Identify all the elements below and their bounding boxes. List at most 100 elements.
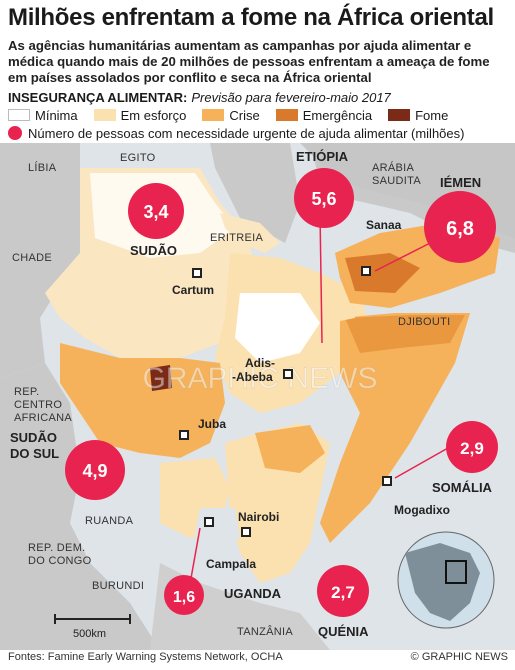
- legend-levels: Mínima Em esforço Crise Emergência Fome: [8, 106, 513, 124]
- need-value-uganda: 1,6: [173, 589, 195, 606]
- legend-label-crise: Crise: [229, 107, 260, 123]
- need-value-sudao: 3,4: [143, 202, 168, 222]
- swatch-fome: [388, 109, 411, 121]
- label-ruanda: RUANDA: [85, 515, 134, 527]
- globe-land: [405, 543, 480, 621]
- watermark: GRAPHIC NEWS: [142, 362, 377, 395]
- region-south-sudan: [60, 343, 225, 458]
- legend-label-minima: Mínima: [35, 107, 78, 123]
- city-marker-sanaa: [361, 266, 371, 276]
- legend-heading: INSEGURANÇA ALIMENTAR:: [8, 89, 188, 105]
- need-value-sudao-do-sul: 4,9: [82, 461, 107, 481]
- scale-bar: 500km: [54, 614, 131, 640]
- label-saudita: SAUDITA: [372, 175, 421, 187]
- swatch-minima: [8, 109, 30, 121]
- region-djibouti: [335, 303, 355, 321]
- label-rca-3: AFRICANA: [14, 412, 72, 424]
- city-sanaa: Sanaa: [366, 218, 402, 232]
- need-bubble-quenia: [317, 565, 369, 617]
- footer-sources: Fontes: Famine Early Warning Systems Net…: [8, 651, 283, 663]
- label-burundi: BURUNDI: [92, 580, 144, 592]
- need-bubble-uganda: [164, 575, 204, 615]
- subtitle: As agências humanitárias aumentam as cam…: [8, 38, 490, 85]
- country-sudao-do-sul-1: SUDÃO: [10, 430, 57, 445]
- need-bubble-somalia: [446, 421, 498, 473]
- page-title: Milhões enfrentam a fome na África orien…: [8, 4, 494, 31]
- famine-area: [150, 365, 172, 391]
- label-tanzania: TANZÂNIA: [237, 625, 293, 638]
- legend-item-crise: Crise: [202, 107, 260, 123]
- country-uganda: UGANDA: [224, 586, 282, 601]
- city-adis-2: -Abeba: [232, 370, 273, 384]
- city-marker-nairobi: [241, 527, 251, 537]
- legend-need: Número de pessoas com necessidade urgent…: [8, 124, 513, 142]
- city-marker-mogadixo: [382, 476, 392, 486]
- label-arabia: ARÁBIA: [372, 161, 415, 174]
- footer: Fontes: Famine Early Warning Systems Net…: [8, 651, 508, 663]
- region-eritrea: [220, 213, 280, 253]
- legend-label-emergencia: Emergência: [302, 107, 373, 123]
- city-campala: Campala: [206, 557, 256, 571]
- legend-header: INSEGURANÇA ALIMENTAR: Previsão para fev…: [8, 88, 513, 106]
- legend-item-minima: Mínima: [8, 108, 78, 123]
- city-juba: Juba: [198, 417, 226, 431]
- city-marker-juba: [179, 430, 189, 440]
- need-value-quenia: 2,7: [331, 583, 355, 602]
- label-rdc-1: REP. DEM.: [28, 542, 86, 554]
- region-somaliland: [345, 315, 465, 353]
- legend-item-fome: Fome: [388, 108, 448, 123]
- city-adis-1: Adis-: [245, 356, 275, 370]
- need-dot-icon: [8, 126, 22, 140]
- need-value-iemen: 6,8: [446, 218, 474, 240]
- need-bubble-etiopia: [294, 168, 354, 228]
- legend: INSEGURANÇA ALIMENTAR: Previsão para fev…: [8, 88, 513, 142]
- country-somalia: SOMÁLIA: [432, 480, 493, 495]
- footer-credit: © GRAPHIC NEWS: [410, 651, 508, 663]
- legend-label-fome: Fome: [415, 107, 449, 123]
- land-west: [0, 143, 80, 378]
- region-somalia: [320, 313, 470, 543]
- city-marker-cartum: [192, 268, 202, 278]
- map: GRAPHIC NEWS LÍBIA EGITO CHADE ARÁBIA SA…: [0, 143, 515, 650]
- country-sudao: SUDÃO: [130, 243, 177, 258]
- label-djibouti: DJIBOUTI: [398, 316, 451, 328]
- label-egito: EGITO: [120, 152, 156, 164]
- label-rca-2: CENTRO: [14, 399, 62, 411]
- pointer-etiopia: [319, 212, 323, 344]
- globe-focus-box: [445, 560, 467, 584]
- legend-item-emergencia: Emergência: [275, 107, 373, 123]
- swatch-crise: [202, 109, 225, 121]
- label-chade: CHADE: [12, 252, 52, 264]
- region-ethiopia-highland: [235, 293, 320, 363]
- swatch-emergencia: [275, 109, 298, 121]
- need-bubble-iemen: [424, 191, 496, 263]
- country-iemen: IÉMEN: [440, 175, 481, 190]
- country-quenia: QUÉNIA: [318, 624, 369, 639]
- label-rdc-2: DO CONGO: [28, 555, 92, 567]
- locator-globe: [397, 531, 495, 629]
- need-value-somalia: 2,9: [460, 439, 484, 458]
- region-yemen-emergency: [345, 253, 420, 293]
- need-value-etiopia: 5,6: [311, 189, 336, 209]
- legend-label-esforco: Em esforço: [120, 107, 187, 123]
- city-marker-adis: [283, 369, 293, 379]
- city-nairobi: Nairobi: [238, 510, 279, 524]
- legend-forecast: Previsão para fevereiro-maio 2017: [191, 89, 391, 105]
- label-eritreia: ERITREIA: [210, 232, 263, 244]
- label-rca-1: REP.: [14, 386, 39, 398]
- land-southwest: [0, 363, 160, 650]
- region-kenya-north: [255, 425, 325, 473]
- need-bubble-sudao: [128, 183, 184, 239]
- need-bubble-sudao-do-sul: [65, 440, 125, 500]
- city-marker-campala: [204, 517, 214, 527]
- city-mogadixo: Mogadixo: [394, 503, 450, 517]
- label-libia: LÍBIA: [28, 161, 57, 174]
- country-etiopia: ETIÓPIA: [296, 149, 349, 164]
- city-cartum: Cartum: [172, 283, 214, 297]
- legend-need-label: Número de pessoas com necessidade urgent…: [28, 125, 465, 141]
- legend-item-esforco: Em esforço: [93, 107, 187, 123]
- swatch-esforco: [93, 109, 116, 121]
- pointer-somalia: [394, 447, 449, 479]
- country-sudao-do-sul-2: DO SUL: [10, 446, 59, 461]
- scale-label: 500km: [73, 628, 106, 640]
